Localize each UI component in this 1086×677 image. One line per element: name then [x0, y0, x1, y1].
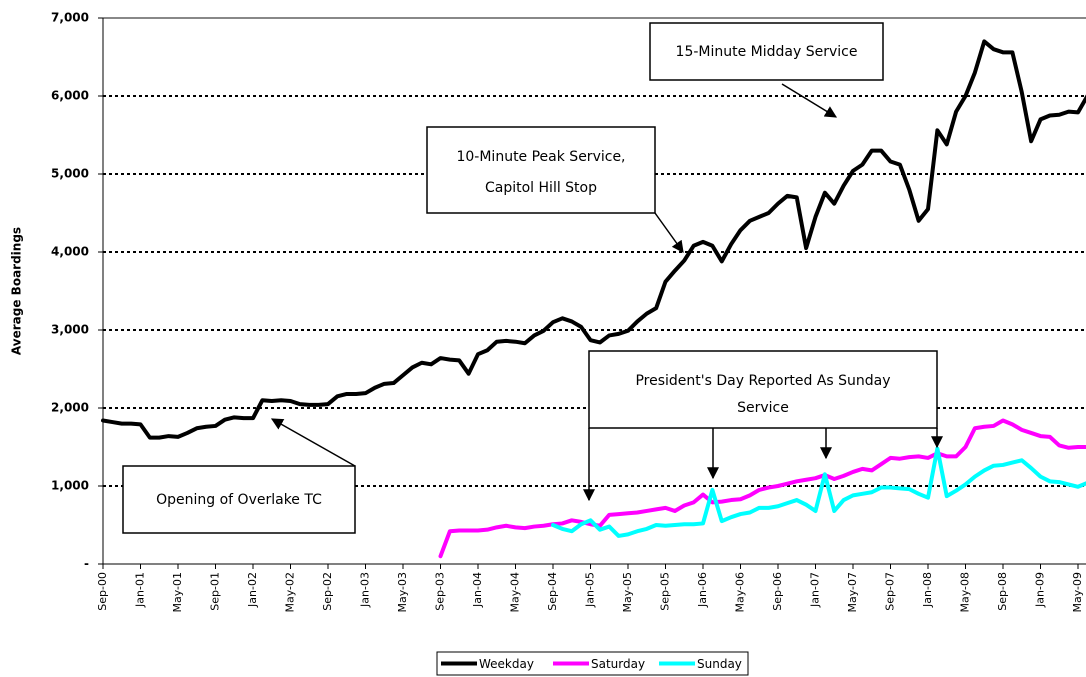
annotation-arrow: [781, 83, 838, 118]
x-tick-label: Jan-08: [921, 572, 934, 608]
annotation-text: 15-Minute Midday Service: [676, 44, 858, 60]
x-tick-label: Sep-02: [321, 572, 334, 611]
y-tick-label: 2,000: [51, 401, 89, 415]
annotation-text: Service: [737, 400, 789, 416]
annotation-arrow: [270, 418, 356, 467]
annotation-box: [588, 350, 938, 429]
x-tick-label: May-04: [509, 572, 522, 613]
x-tick-label: Jan-03: [359, 572, 372, 608]
x-tick-label: May-02: [284, 572, 297, 613]
y-tick-label: 4,000: [51, 245, 89, 259]
x-tick-label: May-09: [1071, 572, 1084, 613]
x-tick-label: May-03: [396, 572, 409, 613]
x-tick-label: Jan-09: [1034, 572, 1047, 608]
x-tick-label: Sep-06: [771, 572, 784, 611]
annotation-box: [426, 126, 656, 214]
x-tick-label: Jan-07: [809, 572, 822, 608]
x-tick-label: May-05: [621, 572, 634, 613]
x-tick-label: Jan-05: [584, 572, 597, 608]
series-line: [438, 418, 1086, 559]
y-tick-label: 1,000: [51, 479, 89, 493]
y-tick-label: 7,000: [51, 11, 89, 25]
x-tick-label: Sep-04: [546, 572, 559, 611]
annotation-arrow: [654, 212, 684, 253]
annotation-text: President's Day Reported As Sunday: [635, 373, 890, 389]
x-tick-label: Sep-03: [434, 572, 447, 611]
y-tick-label: 3,000: [51, 323, 89, 337]
x-tick-label: May-07: [846, 572, 859, 613]
x-tick-label: Sep-07: [884, 572, 897, 611]
x-tick-label: Sep-00: [96, 572, 109, 611]
legend-box: [436, 651, 749, 676]
x-tick-label: Jan-01: [134, 572, 147, 608]
annotation-box: [122, 465, 356, 534]
annotation-text: Capitol Hill Stop: [485, 180, 597, 196]
x-tick-label: Sep-05: [659, 572, 672, 611]
y-axis-label: Average Boardings: [10, 227, 24, 355]
y-tick-label: -: [84, 557, 89, 571]
annotation-text: Opening of Overlake TC: [156, 492, 322, 508]
x-tick-label: Jan-02: [246, 572, 259, 608]
y-tick-label: 5,000: [51, 167, 89, 181]
x-tick-label: Sep-08: [996, 572, 1009, 611]
x-tick-label: Sep-01: [209, 572, 222, 611]
series-line: [551, 446, 1086, 538]
legend-label: Weekday: [479, 657, 534, 671]
annotation-text: 10-Minute Peak Service,: [456, 149, 625, 165]
x-tick-label: Jan-06: [696, 572, 709, 608]
legend-label: Sunday: [697, 657, 742, 671]
x-tick-label: May-01: [171, 572, 184, 613]
x-tick-label: Jan-04: [471, 572, 484, 608]
x-tick-label: May-08: [959, 572, 972, 613]
x-tick-label: May-06: [734, 572, 747, 613]
annotation-box: [649, 22, 884, 81]
y-tick-label: 6,000: [51, 89, 89, 103]
legend-label: Saturday: [591, 657, 645, 671]
series-line: [101, 39, 1086, 440]
